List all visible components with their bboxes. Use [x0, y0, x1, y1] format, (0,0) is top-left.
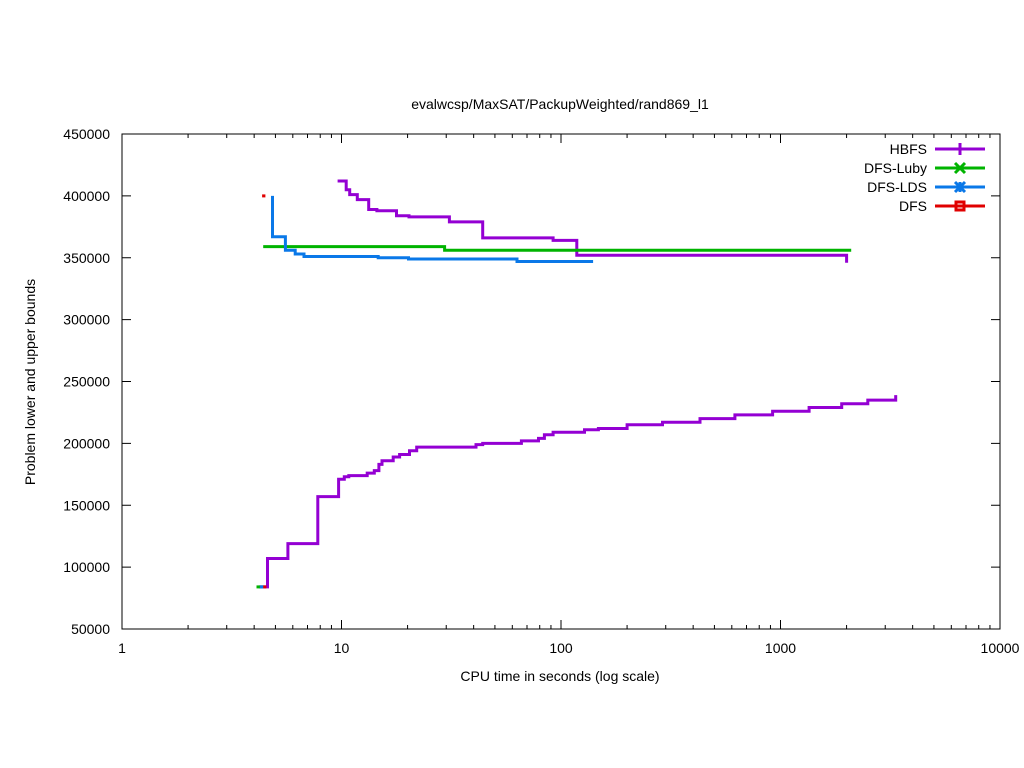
x-axis-label: CPU time in seconds (log scale): [460, 668, 659, 684]
y-tick-label: 250000: [63, 374, 110, 390]
legend-marker-dfs-lds: [953, 180, 967, 194]
series-line-dfs-lds-upper: [271, 195, 594, 263]
legend-label-dfs-luby: DFS-Luby: [864, 160, 927, 176]
x-tick-label: 100: [549, 640, 573, 656]
legend-label-hbfs: HBFS: [890, 141, 927, 157]
y-tick-label: 450000: [63, 126, 110, 142]
x-tick-label: 10: [334, 640, 350, 656]
y-tick-label: 350000: [63, 250, 110, 266]
series-line-hbfs-upper: [337, 179, 849, 263]
y-tick-label: 150000: [63, 497, 110, 513]
legend-marker-hbfs: [955, 143, 965, 155]
series-line-dfs-luby-upper: [263, 245, 852, 252]
x-tick-label: 10000: [981, 640, 1020, 656]
legend-marker-dfs: [954, 200, 966, 212]
plot-frame: [121, 133, 1001, 630]
legend-label-dfs: DFS: [899, 198, 927, 214]
legend-marker-dfs-luby: [953, 161, 967, 175]
axis-ticks: 50000 100000 150000 200000 250000 300000 35000…: [63, 126, 1019, 656]
legend: HBFS DFS-Luby DFS-LDS DFS: [864, 141, 985, 214]
y-tick-label: 400000: [63, 188, 110, 204]
plot-series: [256, 179, 898, 589]
series-line-hbfs-lower: [258, 395, 898, 589]
x-tick-label: 1000: [765, 640, 796, 656]
y-axis-label: Problem lower and upper bounds: [22, 279, 38, 485]
x-tick-label: 1: [118, 640, 126, 656]
legend-label-dfs-lds: DFS-LDS: [867, 179, 927, 195]
y-tick-label: 200000: [63, 435, 110, 451]
y-tick-label: 50000: [71, 621, 110, 637]
y-tick-label: 100000: [63, 559, 110, 575]
chart-title: evalwcsp/MaxSAT/PackupWeighted/rand869_l…: [411, 96, 709, 112]
y-tick-label: 300000: [63, 312, 110, 328]
